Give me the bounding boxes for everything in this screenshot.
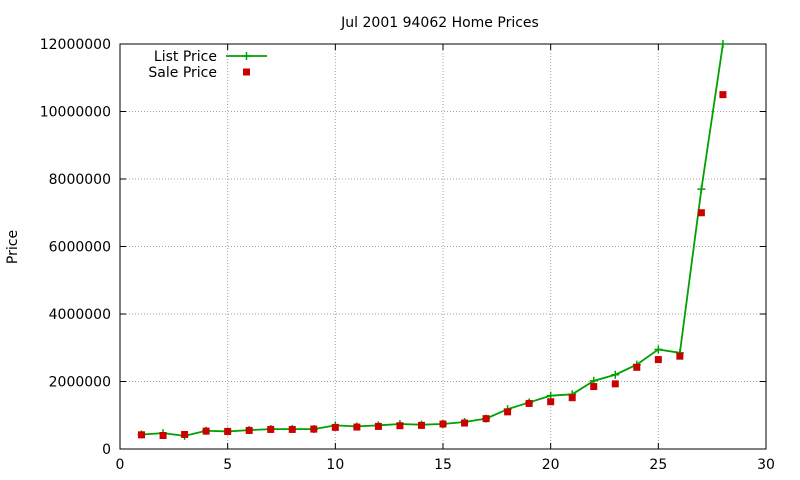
data-point (697, 185, 706, 194)
data-point (525, 399, 533, 407)
y-tick-label: 4000000 (49, 307, 111, 323)
data-point (697, 209, 705, 217)
series-list-price (137, 40, 727, 440)
legend-label: Sale Price (148, 65, 217, 81)
y-tick-label: 10000000 (40, 105, 111, 121)
y-tick-label: 12000000 (40, 37, 111, 53)
data-point (568, 394, 576, 402)
data-point (676, 352, 684, 360)
data-point (654, 356, 662, 364)
legend-entry: Sale Price (148, 65, 250, 81)
data-point (353, 423, 361, 431)
x-tick-label: 25 (649, 457, 667, 473)
x-tick-label: 20 (542, 457, 560, 473)
data-point (181, 430, 189, 438)
data-point (654, 345, 663, 354)
data-point (504, 408, 512, 416)
data-point (611, 380, 619, 388)
series-sale-price (138, 91, 727, 439)
series-line (141, 43, 724, 437)
data-point (719, 91, 727, 99)
data-point (267, 425, 275, 433)
data-point (611, 370, 620, 379)
data-point (396, 422, 404, 430)
legend-marker (242, 52, 251, 60)
series (137, 40, 727, 440)
x-tick-label: 30 (757, 457, 775, 473)
grid (120, 44, 766, 449)
y-tick-label: 0 (102, 442, 111, 458)
data-point (288, 425, 296, 433)
data-point (482, 415, 490, 423)
x-tick-label: 15 (434, 457, 452, 473)
legend-entry: List Price (154, 49, 267, 65)
data-point (417, 421, 425, 429)
data-point (310, 425, 318, 433)
data-point (590, 383, 598, 391)
data-point (159, 432, 167, 439)
data-point (547, 398, 555, 406)
data-point (138, 431, 146, 439)
legend-label: List Price (154, 49, 217, 65)
data-point (224, 427, 232, 435)
x-tick-label: 5 (223, 457, 232, 473)
data-point (633, 363, 641, 371)
x-tick-label: 0 (116, 457, 125, 473)
data-point (245, 426, 253, 434)
x-tick-label: 10 (326, 457, 344, 473)
data-point (718, 40, 727, 48)
y-axis-label: Price (5, 230, 21, 264)
data-point (202, 427, 210, 435)
y-tick-label: 8000000 (49, 172, 111, 188)
data-point (331, 423, 339, 431)
legend-marker (243, 68, 250, 76)
data-point (439, 420, 447, 428)
y-tick-label: 2000000 (49, 375, 111, 391)
chart-title: Jul 2001 94062 Home Prices (340, 15, 539, 31)
data-point (461, 419, 469, 427)
data-point (374, 422, 382, 430)
axes: 0 5 10 15 20 25 30 0 2000000 4000000 6000000 800000… (40, 37, 775, 473)
y-tick-label: 6000000 (49, 240, 111, 256)
